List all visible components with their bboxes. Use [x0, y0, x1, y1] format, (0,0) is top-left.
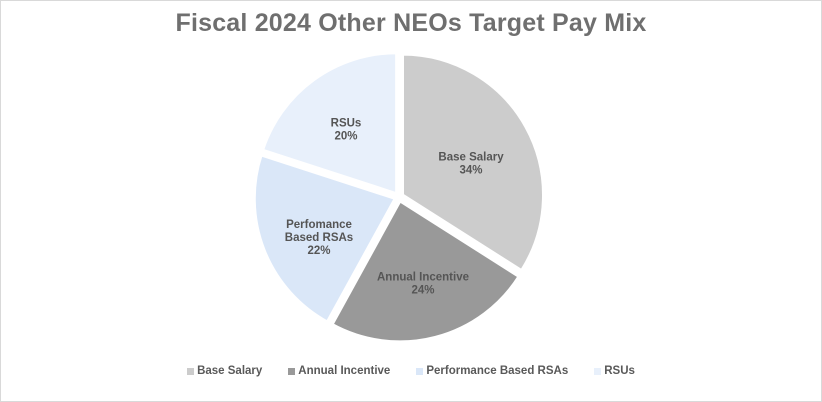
- legend-swatch: [594, 367, 602, 375]
- legend-item-performance-based-rsas: Performance Based RSAs: [416, 365, 568, 377]
- legend-swatch: [187, 367, 195, 375]
- legend-item-annual-incentive: Annual Incentive: [288, 365, 390, 377]
- slice-label-base-salary: Base Salary 34%: [438, 152, 504, 177]
- pie-slices: [252, 51, 545, 344]
- legend-label: RSUs: [604, 365, 635, 377]
- slice-label-performance-based-rsas: Perfomance Based RSAs 22%: [285, 219, 353, 257]
- slice-label-annual-incentive: Annual Incentive 24%: [377, 272, 469, 297]
- legend-label: Annual Incentive: [298, 365, 391, 377]
- pie-slice-rsus: [260, 51, 399, 196]
- pie-slice-base-salary: [401, 52, 545, 273]
- pie-labels: Base Salary 34% Annual Incentive 24% Perfoma…: [285, 118, 504, 297]
- legend-item-rsus: RSUs: [594, 365, 635, 377]
- slice-label-rsus: RSUs 20%: [331, 118, 362, 143]
- pie-slice-annual-incentive: [330, 198, 522, 344]
- chart-title: Fiscal 2024 Other NEOs Target Pay Mix: [175, 9, 647, 37]
- legend-swatch: [288, 367, 296, 375]
- legend-swatch: [416, 367, 424, 375]
- legend-label: Base Salary: [197, 365, 263, 377]
- legend-label: Performance Based RSAs: [426, 365, 569, 377]
- chart-legend: Base Salary Annual Incentive Performance B…: [1, 365, 821, 377]
- pie-slice-performance-based-rsas: [252, 153, 398, 325]
- legend-item-base-salary: Base Salary: [187, 365, 262, 377]
